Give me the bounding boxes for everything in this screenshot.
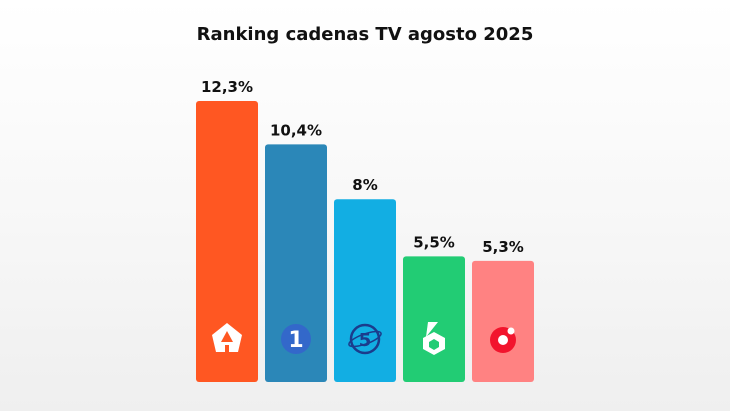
- telecinco-logo-icon: 5: [348, 323, 382, 355]
- chart-title: Ranking cadenas TV agosto 2025: [196, 24, 534, 45]
- data-label: 10,4%: [270, 121, 322, 139]
- data-label: 8%: [352, 176, 377, 194]
- bar-group: 5,3%: [472, 238, 534, 382]
- svg-text:5: 5: [359, 330, 372, 351]
- bar-group: 8% 5: [334, 176, 396, 382]
- bar-group: 12,3%: [196, 78, 258, 382]
- antena3-logo-icon: [212, 323, 242, 352]
- bar: [472, 260, 534, 382]
- bar-group: 10,4% 1: [265, 121, 327, 382]
- svg-text:1: 1: [288, 328, 303, 353]
- bar: [265, 144, 327, 382]
- bar: [196, 101, 258, 382]
- data-label: 5,5%: [413, 233, 455, 251]
- bar: [334, 199, 396, 382]
- bar-group: 5,5%: [403, 233, 465, 382]
- data-label: 12,3%: [201, 78, 253, 96]
- la1-logo-icon: 1: [281, 324, 311, 354]
- bar: [403, 256, 465, 382]
- data-label: 5,3%: [482, 238, 524, 256]
- lasexta-logo-icon: [423, 322, 445, 355]
- cuatro-logo-icon: [490, 327, 516, 353]
